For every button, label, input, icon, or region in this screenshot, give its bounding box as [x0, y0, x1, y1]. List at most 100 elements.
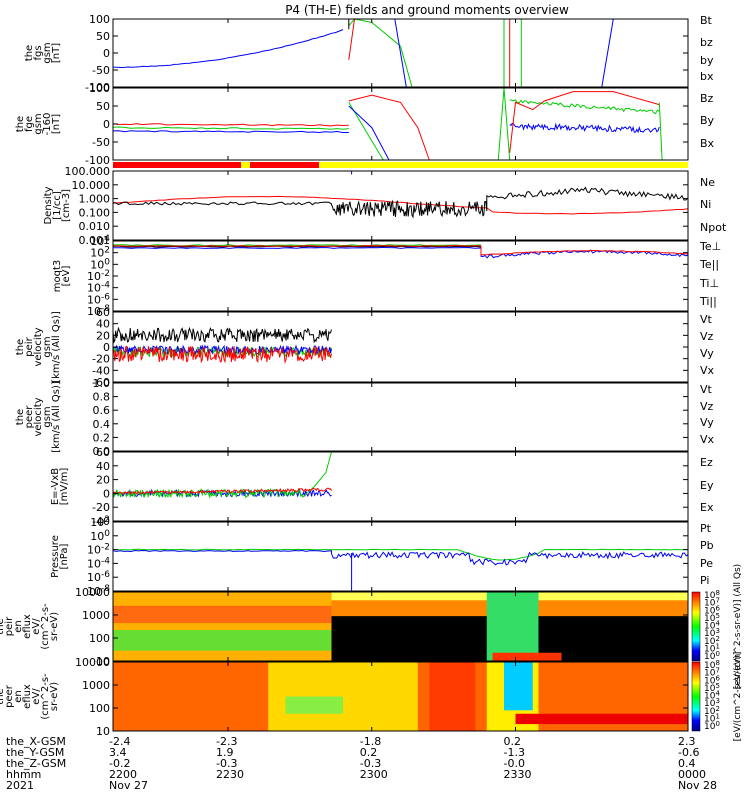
y-tick-label: 10: [96, 655, 110, 668]
legend-entry: Bx: [700, 137, 715, 150]
colorbar-tick-label: 106: [704, 604, 720, 616]
colorbar-tick-label: 103: [704, 627, 720, 639]
legend-entry: Vy: [700, 416, 714, 429]
spec-block: [492, 652, 562, 661]
colorbar-label: [eV/(cm^2-s-sr-eV)]: [733, 652, 743, 742]
x-axis-tick-value: 0.2: [360, 746, 378, 759]
y-axis-label: [mV/m]: [59, 468, 70, 506]
y-tick-label: -20: [92, 501, 110, 514]
y-tick-label: 40: [96, 460, 110, 473]
panel-bg: [113, 88, 688, 160]
y-axis-label: the: [0, 618, 6, 634]
series-bx-line: [348, 105, 390, 161]
legend-entry: Vy: [700, 347, 714, 360]
x-axis-row-label: hhmm: [6, 768, 41, 781]
y-tick-label: 40: [96, 318, 110, 331]
legend-entry: Ne: [700, 176, 715, 189]
x-axis-row-label: the_Y-GSM: [6, 746, 64, 759]
y-tick-label: 1000: [82, 679, 110, 692]
series-ne-line: [112, 195, 689, 215]
y-tick-label: 10-6: [87, 292, 110, 306]
y-tick-label: 10: [96, 725, 110, 738]
legend-entry: Ti⊥: [699, 277, 719, 290]
spec-block: [429, 662, 476, 731]
y-tick-label: 10-8: [87, 304, 110, 318]
spectrogram: [113, 592, 688, 661]
y-tick-label: 100: [89, 82, 110, 95]
colorbar-tick-label: 102: [704, 635, 720, 647]
x-axis-tick-value: 2300: [360, 768, 388, 781]
y-tick-label: 60: [96, 306, 110, 319]
spec-block: [486, 592, 539, 661]
colorbar-scale: [691, 591, 701, 662]
series-by-line: [658, 102, 663, 161]
spec-block: [285, 696, 343, 714]
colorbar-tick-label: 105: [704, 612, 720, 624]
panel-bg: [113, 383, 688, 451]
y-axis-label: peir: [24, 336, 35, 356]
y-tick-label: 0: [103, 341, 110, 354]
x-axis-tick-value: -0.6: [678, 746, 699, 759]
x-axis-tick-value: 2200: [109, 768, 137, 781]
panel-bg: [113, 452, 688, 521]
y-axis-label: the: [15, 116, 26, 132]
x-axis-date: Nov 28: [678, 779, 717, 792]
y-axis-label: [cm-3]: [61, 189, 72, 222]
panel-frame: [112, 382, 689, 452]
panel-peer_velocity: 1.00.80.60.40.20.0: [93, 377, 689, 458]
y-tick-label: 0: [103, 47, 110, 60]
y-tick-label: 0: [103, 487, 110, 500]
y-tick-label: 10000: [75, 586, 110, 599]
y-axis-label: eflux: [22, 614, 33, 639]
panel-frame: [112, 661, 689, 732]
y-tick-label: -40: [92, 364, 110, 377]
y-axis-label: E=-VxB: [50, 468, 61, 505]
panel-fgs_gsm: 100 50 0 -50 -100: [85, 13, 689, 94]
x-axis-tick-value: -2.3: [216, 735, 237, 748]
legend-entry: Pe: [700, 557, 713, 570]
y-tick-label: 100: [90, 529, 110, 543]
region-bar-red: [250, 162, 319, 168]
region-bar-yellow: [113, 162, 688, 168]
x-axis-date: Nov 27: [109, 779, 148, 792]
spec-block: [504, 662, 533, 711]
x-axis-tick-value: 2.3: [678, 735, 696, 748]
panel-frame: [112, 170, 689, 241]
panel-bg: [113, 312, 688, 382]
legend-entry: Vz: [700, 330, 714, 343]
series-pi-line: [112, 549, 689, 566]
y-axis-label: [nT]: [51, 43, 62, 63]
colorbar-tick-label: 100: [704, 720, 720, 732]
y-axis-label: gsm: [42, 336, 53, 357]
region-bar: [113, 162, 688, 168]
y-axis-label: (cm^2-s-: [40, 603, 51, 650]
y-tick-label: 10000: [75, 656, 110, 669]
colorbar-tick-label: 104: [704, 690, 720, 702]
legend-entry: Te⊥: [699, 240, 721, 253]
y-tick-label: 0.001: [79, 234, 111, 247]
panel-frame: [112, 451, 689, 522]
y-tick-label: 100: [89, 13, 110, 26]
legend-entry: By: [700, 114, 715, 127]
y-tick-label: 10-4: [87, 556, 110, 570]
series-ni-line: [112, 186, 689, 219]
x-axis-tick-value: 0000: [678, 768, 706, 781]
legend-entry: Pb: [700, 539, 714, 552]
y-tick-label: 0.0: [93, 445, 111, 458]
y-axis-label: -160: [42, 113, 53, 136]
panel-fge_gsm: 100 50 0 -50 -100: [85, 82, 689, 167]
x-axis-row-label: the_Z-GSM: [6, 757, 66, 770]
legend-entry: Ez: [700, 456, 713, 469]
x-axis-row-label: 2021: [6, 779, 34, 792]
y-tick-label: 100: [90, 257, 110, 271]
y-tick-label: 50: [96, 30, 110, 43]
y-tick-label: 10-2: [87, 543, 110, 557]
colorbar-tick-label: 103: [704, 697, 720, 709]
y-axis-label: eflux: [22, 684, 33, 709]
x-axis-tick-value: 2330: [504, 768, 532, 781]
y-axis-label: gsm: [42, 42, 53, 63]
series-bz-line: [348, 18, 355, 60]
